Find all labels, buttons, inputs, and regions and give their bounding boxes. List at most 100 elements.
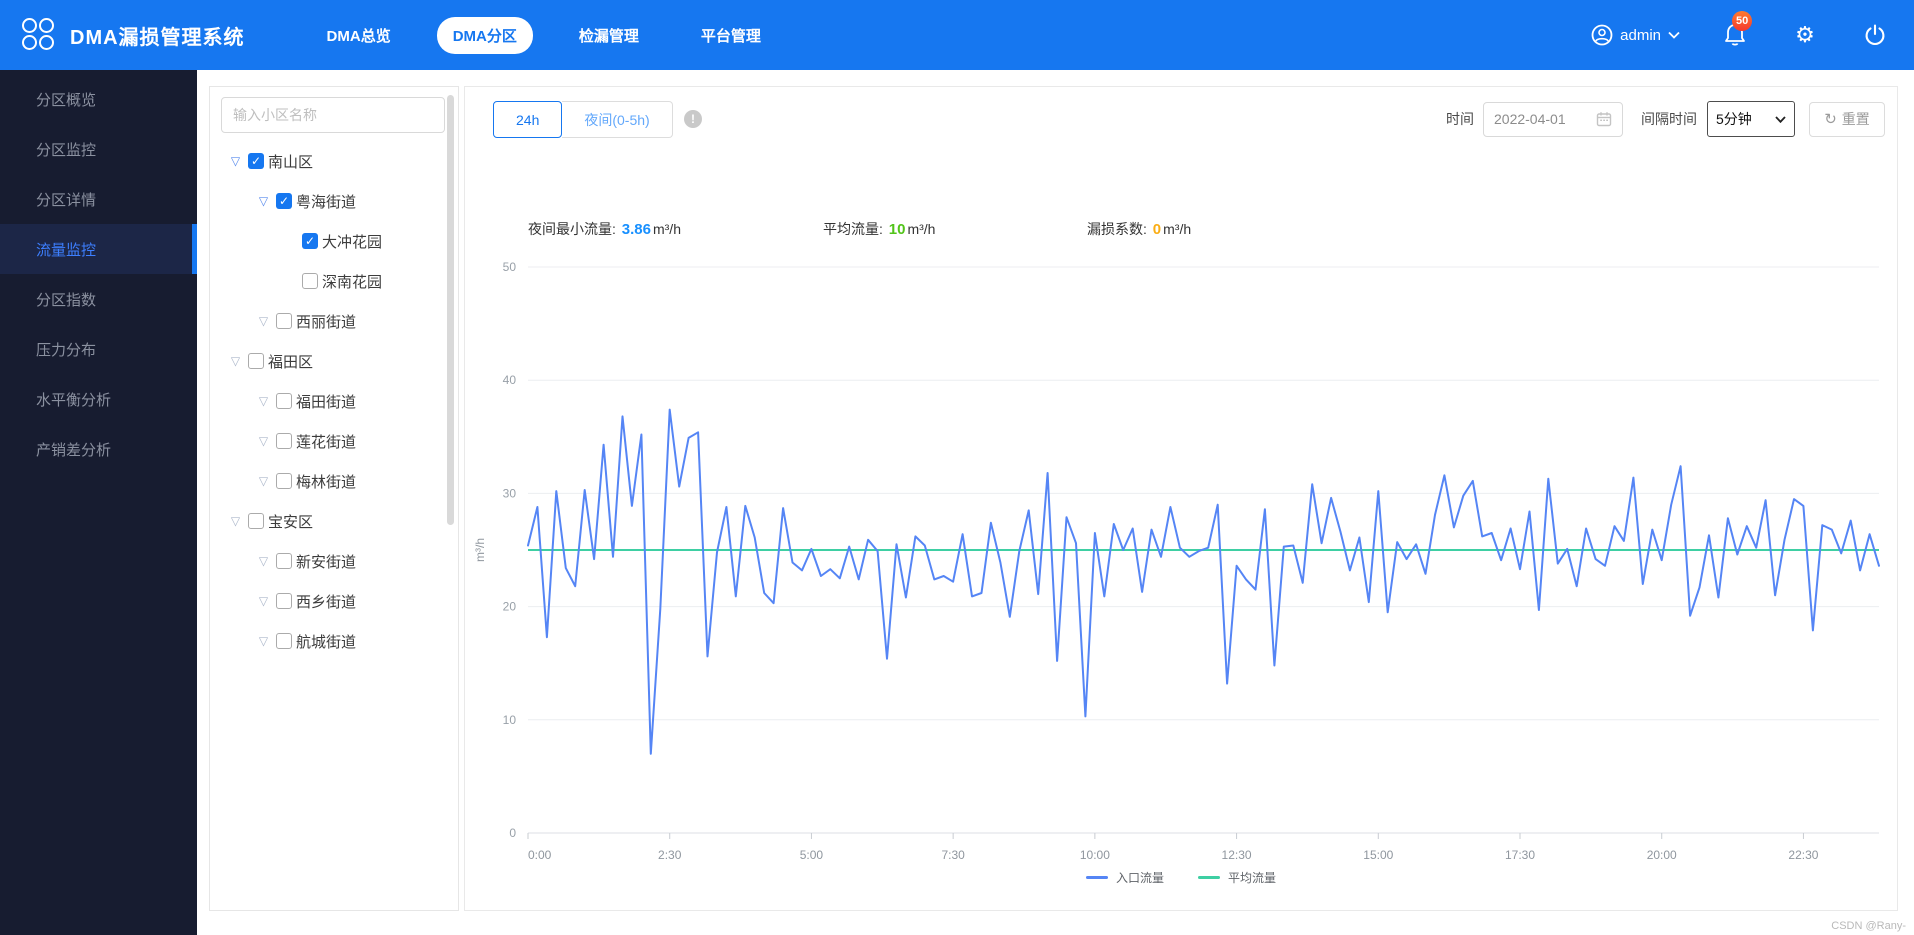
- tree-expand-icon[interactable]: ▽: [258, 394, 269, 408]
- nav-tab[interactable]: DMA分区: [436, 16, 533, 54]
- user-menu[interactable]: admin: [1591, 24, 1680, 46]
- legend-item[interactable]: 平均流量: [1198, 869, 1276, 886]
- sidebar-item[interactable]: 分区详情: [36, 191, 97, 209]
- notification-badge: 50: [1732, 11, 1753, 31]
- svg-text:20: 20: [503, 600, 517, 614]
- notifications-button[interactable]: 50: [1720, 11, 1753, 50]
- tree-node-label: 西丽街道: [296, 313, 357, 331]
- legend-dash-icon: [1198, 876, 1220, 879]
- legend-item[interactable]: 入口流量: [1085, 869, 1164, 886]
- legend-label: 平均流量: [1228, 871, 1277, 885]
- tree-expand-icon[interactable]: ▽: [258, 194, 269, 208]
- tree-scrollbar[interactable]: [447, 95, 454, 525]
- stat-value: 3.86: [621, 221, 651, 238]
- tree-node[interactable]: ▽ ✓ 南山区: [210, 141, 458, 181]
- tree-expand-icon[interactable]: ▽: [258, 554, 269, 568]
- tree-checkbox[interactable]: [276, 393, 292, 409]
- tree-checkbox[interactable]: ✓: [302, 233, 318, 249]
- tree-expand-icon[interactable]: ▽: [230, 354, 241, 368]
- tree-checkbox[interactable]: ✓: [248, 153, 264, 169]
- sidebar-item[interactable]: 产销差分析: [36, 441, 112, 459]
- stat-item: 平均流量: 10 m³/h: [823, 219, 935, 239]
- tree-checkbox[interactable]: [276, 553, 292, 569]
- tree-node-label: 莲花街道: [296, 433, 357, 451]
- svg-text:m³/h: m³/h: [473, 538, 487, 562]
- sidebar-item[interactable]: 压力分布: [36, 341, 97, 359]
- stat-item: 漏损系数: 0 m³/h: [1087, 219, 1191, 239]
- tree-node[interactable]: ▽ ✓ 粤海街道: [210, 181, 458, 221]
- flow-monitor-panel: 24h 夜间(0-5h) ! 时间 2022-04-01 间隔时间 5分钟 ↻: [464, 86, 1898, 911]
- tree-node[interactable]: ▽ 西丽街道: [210, 301, 458, 341]
- tree-checkbox[interactable]: [276, 593, 292, 609]
- tree-node-label: 新安街道: [296, 553, 357, 571]
- tree-expand-icon[interactable]: ▽: [258, 594, 269, 608]
- svg-text:7:30: 7:30: [941, 848, 965, 862]
- tree-node[interactable]: ▽ 新安街道: [210, 541, 458, 581]
- settings-button[interactable]: ⚙: [1790, 20, 1820, 50]
- svg-text:50: 50: [503, 260, 517, 274]
- tree-checkbox[interactable]: [248, 513, 264, 529]
- range-tab[interactable]: 24h: [493, 101, 563, 138]
- select-chevron-icon: [1775, 115, 1786, 123]
- calendar-icon: [1596, 112, 1612, 127]
- sidebar-item[interactable]: 水平衡分析: [36, 391, 112, 409]
- tree-node-label: 航城街道: [296, 633, 357, 651]
- range-tab[interactable]: 夜间(0-5h): [562, 101, 673, 138]
- svg-text:30: 30: [503, 486, 517, 500]
- tree-node[interactable]: ▽ 西乡街道: [210, 581, 458, 621]
- stat-value: 10: [888, 221, 906, 238]
- stat-unit: m³/h: [652, 221, 681, 237]
- chevron-down-icon: [1668, 31, 1680, 39]
- tree-expand-icon[interactable]: ▽: [258, 314, 269, 328]
- search-input[interactable]: [221, 97, 445, 133]
- stat-label: 夜间最小流量:: [528, 221, 616, 237]
- tree-node[interactable]: 深南花园: [210, 261, 458, 301]
- tree-node[interactable]: ▽ 宝安区: [210, 501, 458, 541]
- app-logo-icon: [22, 18, 56, 52]
- tree-expand-icon[interactable]: ▽: [258, 434, 269, 448]
- reset-button[interactable]: ↻ 重置: [1809, 101, 1885, 137]
- app-title: DMA漏损管理系统: [70, 26, 245, 49]
- tree-node[interactable]: ▽ 梅林街道: [210, 461, 458, 501]
- svg-text:12:30: 12:30: [1222, 848, 1252, 862]
- nav-tab[interactable]: 平台管理: [700, 27, 761, 45]
- interval-value: 5分钟: [1716, 111, 1752, 127]
- tree-node-label: 深南花园: [322, 273, 383, 291]
- legend-dash-icon: [1085, 876, 1108, 879]
- tree-node-label: 宝安区: [268, 513, 314, 531]
- refresh-icon: ↻: [1824, 111, 1837, 128]
- stat-value: 0: [1152, 221, 1162, 238]
- gear-icon: ⚙: [1795, 22, 1815, 47]
- tree-node[interactable]: ▽ 航城街道: [210, 621, 458, 661]
- tree-checkbox[interactable]: [248, 353, 264, 369]
- tree-expand-icon[interactable]: ▽: [258, 474, 269, 488]
- tree-checkbox[interactable]: [276, 633, 292, 649]
- tree-node[interactable]: ▽ 福田区: [210, 341, 458, 381]
- nav-tab[interactable]: DMA总览: [326, 27, 391, 45]
- tree-checkbox[interactable]: [276, 313, 292, 329]
- logout-button[interactable]: [1860, 20, 1890, 50]
- interval-label: 间隔时间: [1641, 111, 1697, 127]
- svg-text:20:00: 20:00: [1647, 848, 1677, 862]
- date-picker[interactable]: 2022-04-01: [1483, 101, 1623, 137]
- info-icon[interactable]: !: [684, 110, 702, 128]
- tree-expand-icon[interactable]: ▽: [230, 154, 241, 168]
- nav-tab[interactable]: 检漏管理: [578, 27, 639, 45]
- sidebar-item[interactable]: 流量监控: [0, 224, 197, 274]
- tree-node[interactable]: ✓ 大冲花园: [210, 221, 458, 261]
- tree-expand-icon[interactable]: ▽: [258, 634, 269, 648]
- tree-node[interactable]: ▽ 福田街道: [210, 381, 458, 421]
- stat-label: 平均流量:: [823, 221, 883, 237]
- interval-select[interactable]: 5分钟: [1707, 101, 1795, 137]
- tree-node[interactable]: ▽ 莲花街道: [210, 421, 458, 461]
- tree-checkbox[interactable]: [276, 433, 292, 449]
- tree-node-label: 福田区: [268, 353, 314, 371]
- sidebar-item[interactable]: 分区监控: [36, 141, 97, 159]
- sidebar-item[interactable]: 分区概览: [36, 91, 97, 109]
- tree-expand-icon[interactable]: ▽: [230, 514, 241, 528]
- tree-checkbox[interactable]: [302, 273, 318, 289]
- range-tab-group: 24h 夜间(0-5h): [493, 101, 673, 138]
- sidebar-item[interactable]: 分区指数: [36, 291, 97, 309]
- tree-checkbox[interactable]: [276, 473, 292, 489]
- tree-checkbox[interactable]: ✓: [276, 193, 292, 209]
